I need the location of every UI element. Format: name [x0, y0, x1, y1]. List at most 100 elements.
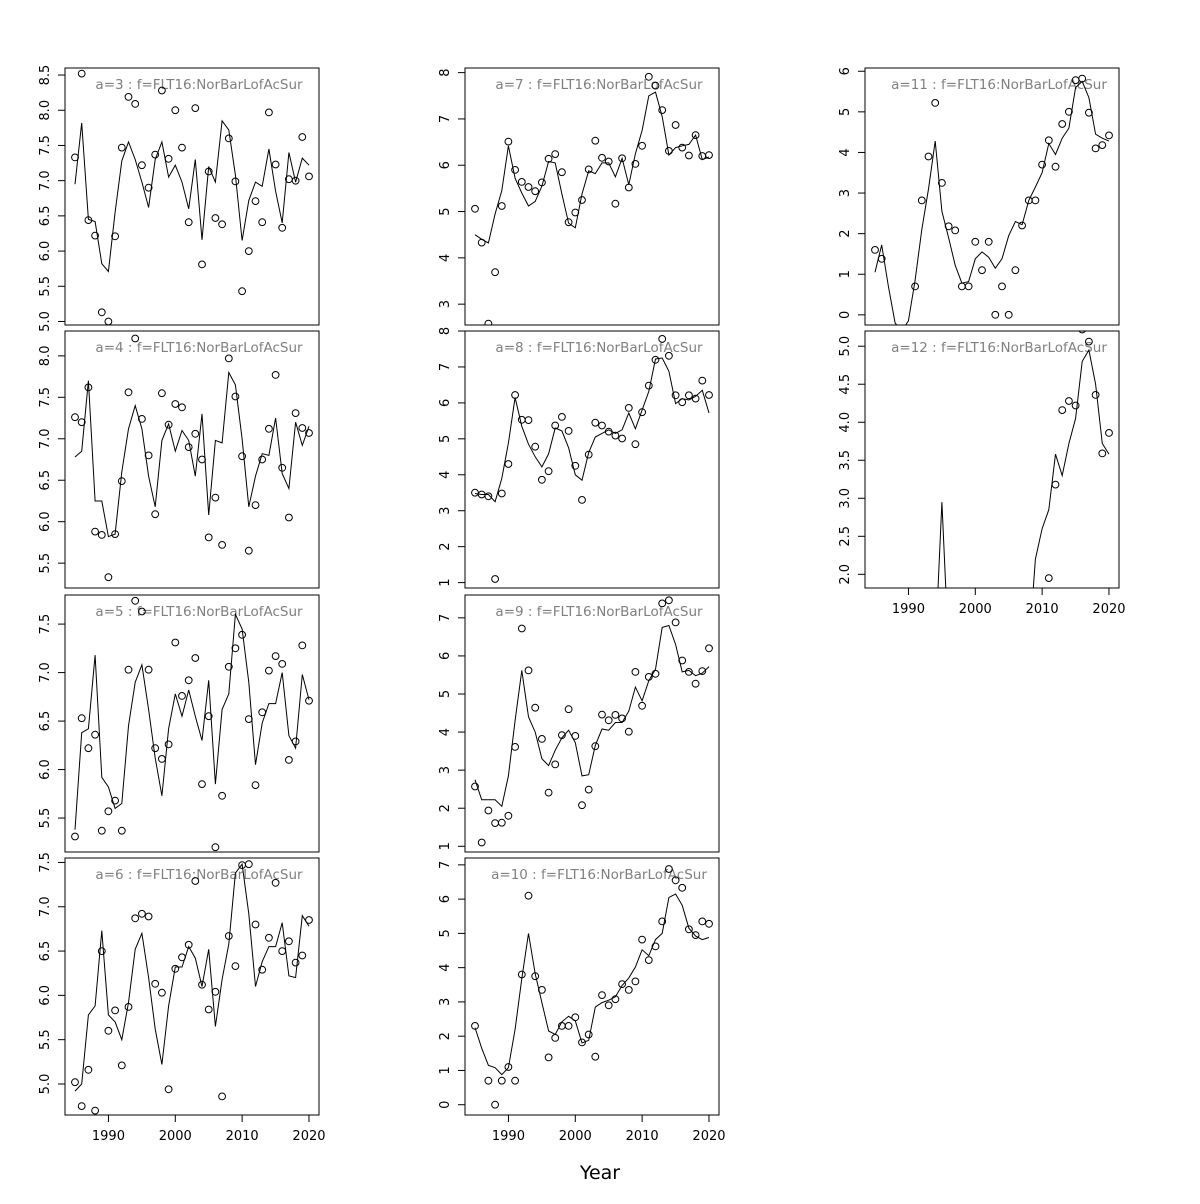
observed-point	[131, 100, 140, 108]
plot-area	[471, 865, 713, 1109]
observed-point	[151, 979, 160, 988]
observed-point	[178, 692, 186, 700]
observed-point	[77, 69, 86, 78]
observed-point	[251, 197, 260, 206]
plot-area	[71, 69, 313, 325]
observed-point	[91, 730, 99, 739]
observed-point	[184, 218, 193, 227]
observed-point	[271, 878, 280, 887]
observed-point	[598, 421, 606, 430]
y-tick-label: 6	[438, 161, 453, 169]
observed-point	[71, 413, 79, 422]
observed-point	[218, 791, 227, 800]
observed-point	[1098, 141, 1107, 150]
y-tick-label: 4	[838, 148, 853, 156]
y-tick-label: 3	[838, 189, 853, 197]
observed-point	[584, 165, 593, 174]
observed-point	[685, 151, 693, 160]
observed-point	[564, 705, 573, 714]
observed-point	[1085, 108, 1093, 117]
observed-point	[685, 925, 693, 934]
observed-point	[638, 701, 646, 710]
observed-point	[484, 492, 493, 501]
observed-point	[265, 424, 273, 433]
plot-frame	[464, 67, 720, 326]
y-tick-label: 5.0	[838, 336, 853, 357]
observed-point	[497, 818, 506, 827]
observed-point	[618, 980, 626, 988]
plot-frame	[64, 857, 320, 1116]
observed-point	[1105, 131, 1113, 140]
y-tick-label: 7	[438, 363, 453, 371]
observed-point	[618, 434, 626, 443]
observed-point	[298, 133, 307, 141]
observed-point	[671, 391, 680, 400]
plot-frame	[464, 594, 720, 853]
observed-point	[238, 452, 247, 461]
observed-point	[517, 178, 526, 186]
observed-point	[538, 475, 546, 484]
observed-point	[665, 596, 673, 605]
fitted-line	[474, 357, 710, 503]
y-tick-label: 6	[838, 67, 853, 75]
y-tick-label: 8.0	[38, 346, 53, 367]
observed-point	[258, 455, 267, 464]
observed-point	[244, 860, 253, 869]
observed-point	[1091, 391, 1100, 399]
observed-point	[598, 991, 606, 999]
observed-point	[298, 424, 307, 432]
y-tick-label: 5.5	[38, 808, 53, 829]
observed-point	[265, 933, 273, 942]
observed-point	[191, 877, 200, 885]
fitted-line	[74, 370, 310, 538]
observed-point	[251, 781, 260, 789]
y-tick-label: 4	[438, 471, 453, 479]
observed-point	[984, 237, 993, 246]
y-tick-label: 5	[438, 207, 453, 215]
observed-point	[544, 1053, 553, 1062]
x-axis-label: Year	[579, 1162, 620, 1184]
x-tick-label: 2020	[692, 1129, 725, 1144]
observed-point	[511, 166, 519, 174]
observed-point	[1071, 401, 1080, 410]
observed-point	[665, 351, 673, 360]
observed-point	[1085, 337, 1093, 346]
observed-point	[184, 676, 193, 685]
y-tick-label: 3	[438, 507, 453, 515]
y-tick-label: 6.0	[38, 759, 53, 780]
observed-point	[171, 106, 180, 115]
plot-area	[471, 596, 713, 847]
observed-point	[685, 391, 693, 400]
y-tick-label: 8	[438, 327, 453, 335]
observed-point	[497, 202, 506, 210]
x-tick-label: 2010	[226, 1129, 259, 1144]
chart-panel: a=5 : f=FLT16:NorBarLofAcSur 5.5 6.0 6.5 7.0…	[38, 594, 320, 853]
observed-point	[484, 1076, 493, 1085]
observed-point	[251, 501, 260, 510]
observed-point	[224, 354, 233, 363]
observed-point	[658, 917, 667, 926]
panel-title: a=10 : f=FLT16:NorBarLofAcSur	[491, 867, 707, 883]
observed-point	[144, 912, 153, 921]
observed-point	[964, 282, 973, 291]
observed-point	[211, 214, 220, 222]
chart-panel: a=9 : f=FLT16:NorBarLofAcSur 1 2 3 4 5 6 7	[438, 594, 720, 853]
chart-panel: a=4 : f=FLT16:NorBarLofAcSur 5.5 6.0 6.5 7.0…	[38, 330, 320, 589]
observed-point	[531, 703, 540, 712]
observed-point	[705, 644, 713, 653]
observed-point	[564, 218, 573, 227]
observed-point	[504, 137, 513, 146]
plot-area	[471, 72, 713, 325]
observed-point	[1078, 331, 1086, 334]
observed-point	[651, 355, 660, 364]
observed-point	[618, 154, 626, 163]
observed-point	[1044, 574, 1053, 582]
observed-point	[591, 418, 600, 427]
observed-point	[158, 389, 166, 398]
plot-frame	[464, 330, 720, 589]
y-tick-label: 1	[438, 1066, 453, 1074]
fitted-line	[937, 348, 1110, 588]
observed-point	[224, 134, 233, 143]
observed-point	[1091, 144, 1100, 153]
y-tick-label: 6.5	[38, 206, 53, 227]
